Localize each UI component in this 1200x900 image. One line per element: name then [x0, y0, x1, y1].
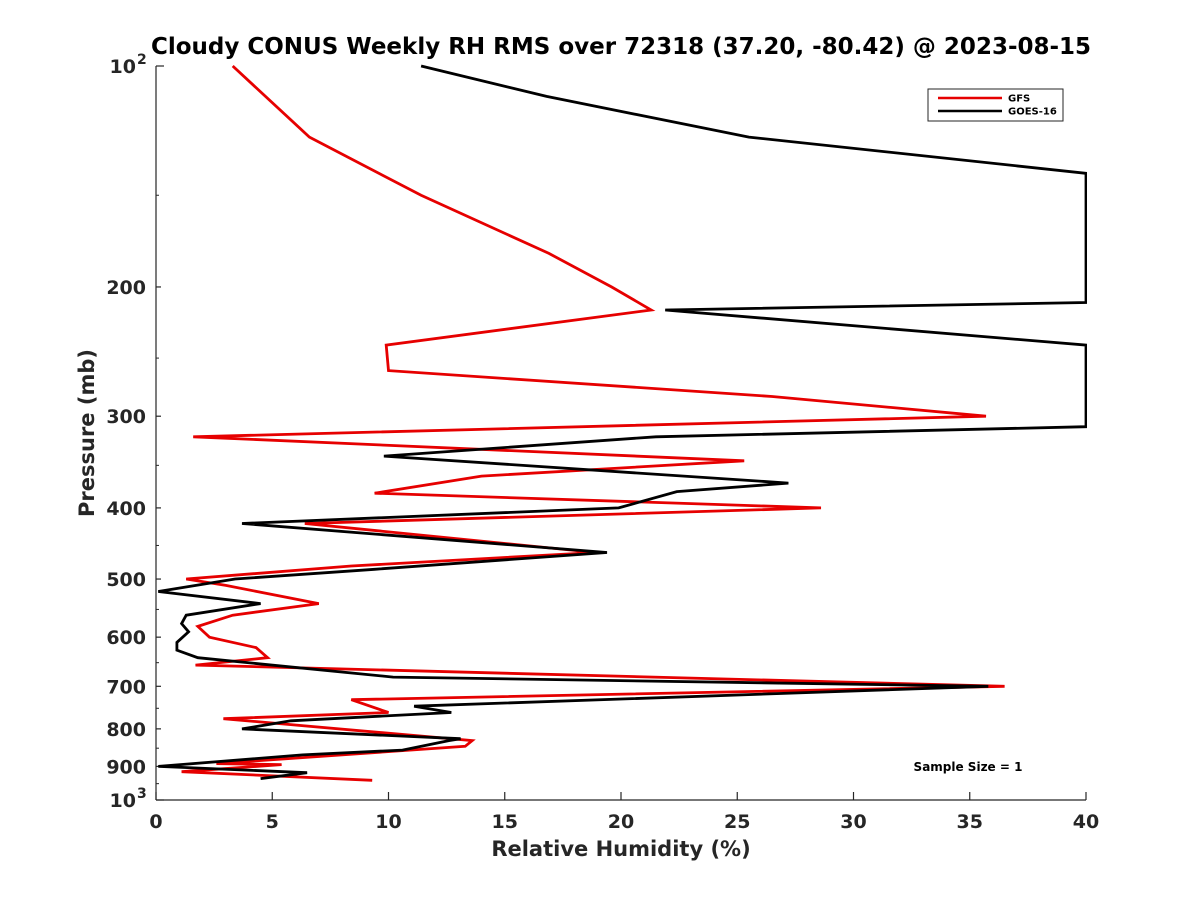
- x-tick-label: 30: [840, 811, 866, 833]
- y-tick-label: 400: [106, 498, 146, 520]
- series-layer: [158, 64, 1087, 782]
- y-tick-label: 600: [106, 627, 146, 649]
- y-tick-label: 300: [106, 406, 146, 428]
- x-tick-label: 35: [957, 811, 983, 833]
- legend-label-goes16: GOES-16: [1008, 107, 1057, 118]
- series-line-gfs: [181, 64, 1005, 782]
- y-tick-label: 200: [106, 277, 146, 299]
- y-tick-label: 700: [106, 676, 146, 698]
- x-tick-label: 0: [149, 811, 162, 833]
- y-tick-label: 500: [106, 569, 146, 591]
- y-tick-exponent: 2: [137, 52, 147, 68]
- chart-title: Cloudy CONUS Weekly RH RMS over 72318 (3…: [151, 34, 1091, 60]
- legend: GFS GOES-16: [927, 88, 1064, 122]
- x-tick-label: 5: [266, 811, 279, 833]
- y-tick-label: 900: [106, 756, 146, 778]
- x-tick-label: 40: [1073, 811, 1099, 833]
- x-axis-label: Relative Humidity (%): [491, 837, 750, 861]
- y-axis-label: Pressure (mb): [75, 349, 99, 517]
- y-tick-label: 10: [110, 56, 136, 78]
- y-tick-label: 10: [110, 790, 136, 812]
- x-axis-ticks: 0 5 10 15 20 25 30 35 40: [149, 792, 1099, 833]
- legend-box: [927, 88, 1064, 122]
- sample-size-annotation: Sample Size = 1: [914, 760, 1023, 774]
- y-tick-label: 800: [106, 719, 146, 741]
- y-tick-exponent: 3: [137, 786, 147, 802]
- x-tick-label: 15: [492, 811, 518, 833]
- x-tick-label: 20: [608, 811, 634, 833]
- x-tick-label: 10: [375, 811, 401, 833]
- legend-label-gfs: GFS: [1008, 94, 1030, 105]
- series-line-goes-16: [158, 64, 1087, 780]
- x-tick-label: 25: [724, 811, 750, 833]
